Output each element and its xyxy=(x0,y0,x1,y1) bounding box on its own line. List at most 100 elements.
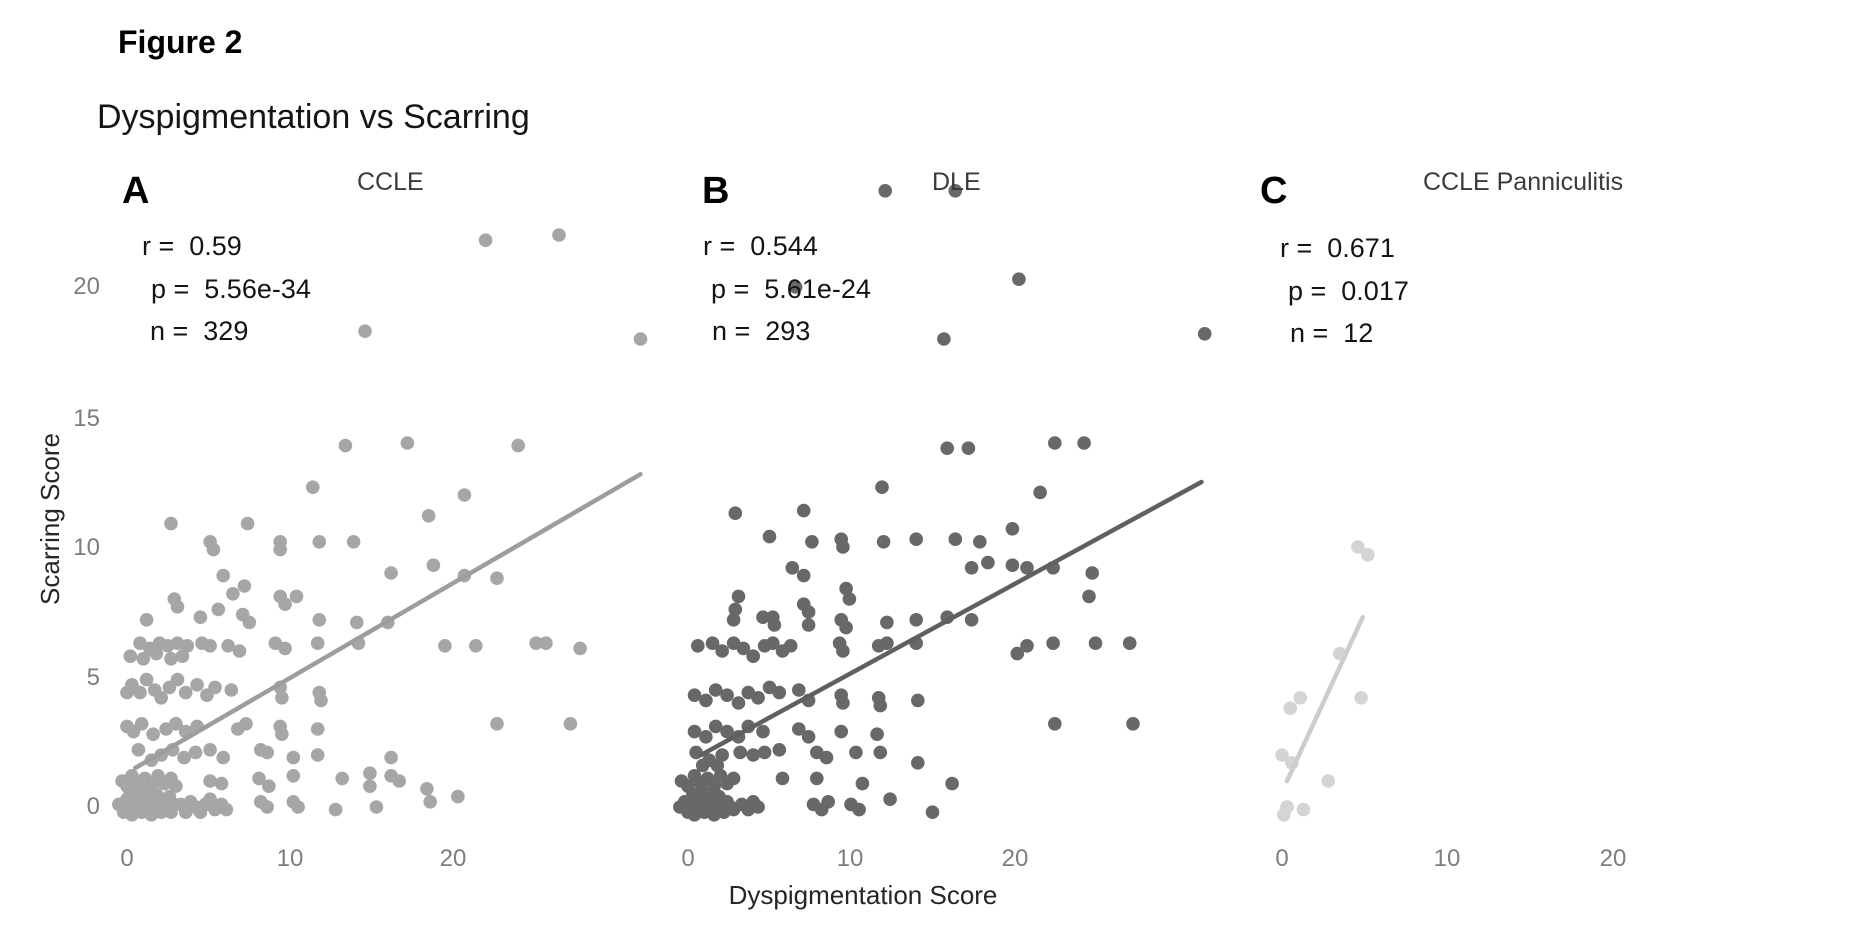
data-point xyxy=(154,691,168,705)
data-point xyxy=(878,184,892,198)
data-point xyxy=(1033,485,1047,500)
y-tick-0: 0 xyxy=(86,793,100,820)
panel-a-stat-p: p = 5.56e-34 xyxy=(151,274,311,304)
data-point xyxy=(400,436,415,450)
data-point xyxy=(1048,436,1062,450)
x-tick-b-0: 0 xyxy=(681,845,695,872)
data-point xyxy=(801,730,816,744)
data-point xyxy=(221,639,235,653)
data-point xyxy=(363,779,377,793)
data-point xyxy=(964,613,979,627)
data-point xyxy=(211,602,226,617)
data-point xyxy=(1077,436,1091,450)
panel-b-stat-p: p = 5.61e-24 xyxy=(711,274,871,304)
data-point xyxy=(310,636,325,650)
panel-c-stat-p: p = 0.017 xyxy=(1288,276,1409,306)
data-point xyxy=(705,789,720,804)
data-point xyxy=(346,535,361,549)
data-point xyxy=(1085,566,1099,580)
data-point xyxy=(260,745,275,760)
data-point xyxy=(384,750,398,765)
data-point xyxy=(801,618,816,632)
data-point xyxy=(855,776,870,791)
data-point xyxy=(909,613,923,627)
data-point xyxy=(705,636,720,650)
data-point xyxy=(478,233,493,247)
panel-a-letter: A xyxy=(122,170,150,212)
x-axis-title: Dyspigmentation Score xyxy=(728,880,998,910)
data-point xyxy=(426,558,441,572)
data-point xyxy=(1293,691,1307,705)
data-point xyxy=(338,438,353,453)
data-point xyxy=(1296,802,1311,817)
data-point xyxy=(193,610,208,624)
data-point xyxy=(633,332,648,346)
data-point xyxy=(384,566,398,580)
data-point xyxy=(1012,272,1026,287)
data-point xyxy=(131,743,146,757)
data-point xyxy=(133,685,147,700)
data-point xyxy=(136,652,151,666)
x-tick-c-10: 10 xyxy=(1433,845,1461,872)
data-point xyxy=(310,722,325,736)
regression-line-c xyxy=(1284,614,1366,784)
data-point xyxy=(384,769,398,783)
data-point xyxy=(836,540,850,554)
data-point xyxy=(772,685,787,700)
data-point xyxy=(880,636,894,650)
data-point xyxy=(876,535,891,549)
data-point xyxy=(420,782,434,796)
panel-b-letter: B xyxy=(702,170,730,212)
data-point xyxy=(237,579,252,593)
data-point xyxy=(726,613,741,627)
data-point xyxy=(358,324,372,339)
data-point xyxy=(681,779,695,793)
data-point xyxy=(940,441,954,456)
data-point xyxy=(335,771,350,786)
data-point xyxy=(421,509,436,523)
data-point xyxy=(175,649,190,663)
data-point xyxy=(139,672,154,687)
data-point xyxy=(219,802,234,817)
data-point xyxy=(1005,558,1020,572)
data-point xyxy=(810,771,824,786)
data-point xyxy=(363,766,377,780)
data-point xyxy=(767,618,782,632)
data-point xyxy=(451,789,465,804)
panel-b-points xyxy=(673,184,1212,822)
data-point xyxy=(720,688,734,702)
data-point xyxy=(529,636,543,650)
data-point xyxy=(224,683,239,697)
data-point xyxy=(190,678,204,692)
data-point xyxy=(216,568,230,583)
data-point xyxy=(870,727,884,741)
data-point xyxy=(852,802,866,817)
panel-b-stat-n: n = 293 xyxy=(712,316,811,346)
x-tick-a-20: 20 xyxy=(439,845,467,872)
x-tick-a-10: 10 xyxy=(276,845,304,872)
x-tick-a-0: 0 xyxy=(120,845,134,872)
data-point xyxy=(226,587,240,601)
data-point xyxy=(691,639,705,653)
data-point xyxy=(563,717,578,731)
data-point xyxy=(1354,691,1368,705)
data-point xyxy=(130,789,144,804)
data-point xyxy=(240,516,255,531)
data-point xyxy=(1020,561,1034,575)
data-point xyxy=(232,644,247,658)
data-point xyxy=(756,724,770,739)
data-point xyxy=(766,636,780,650)
data-point xyxy=(286,769,301,783)
data-point xyxy=(1020,639,1034,653)
panel-b-title: DLE xyxy=(932,168,981,196)
x-tick-c-20: 20 xyxy=(1599,845,1627,872)
data-point xyxy=(699,730,713,744)
panel-c-title: CCLE Panniculitis xyxy=(1423,168,1624,196)
data-point xyxy=(964,561,979,575)
data-point xyxy=(973,535,987,549)
data-point xyxy=(457,488,472,502)
figure-subtitle: Dyspigmentation vs Scarring xyxy=(97,98,530,136)
regression-line-b xyxy=(698,479,1204,758)
data-point xyxy=(180,639,195,653)
data-point xyxy=(873,698,888,713)
